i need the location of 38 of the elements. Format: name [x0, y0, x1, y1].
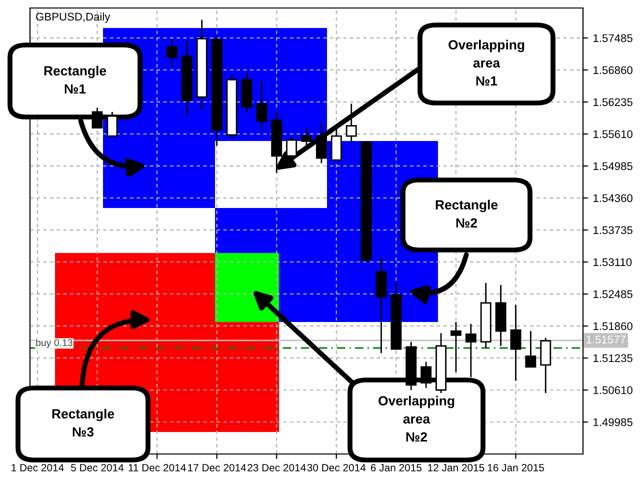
x-tick-label: 16 Jan 2015: [488, 464, 544, 472]
x-tick-label: 23 Dec 2014: [248, 464, 306, 472]
candlestick: [301, 127, 312, 148]
x-tick-label: 1 Dec 2014: [12, 464, 64, 472]
x-tick-label: 12 Jan 2015: [428, 464, 484, 472]
candlestick: [525, 330, 536, 368]
y-tick-label: 1.51860: [594, 322, 632, 330]
y-tick-label: 1.54985: [594, 162, 632, 170]
candlestick: [256, 80, 268, 131]
candlestick: [316, 121, 327, 164]
x-tick-label: 5 Dec 2014: [71, 464, 124, 472]
annotation: Overlapping area №1: [448, 40, 524, 86]
annotation: Rectangle №1: [44, 66, 106, 94]
y-tick-label: 1.53110: [594, 258, 632, 266]
y-tick-label: 1.54360: [594, 194, 632, 202]
y-tick-label: 1.56235: [594, 98, 632, 106]
y-tick-label: 1.57485: [594, 34, 632, 42]
y-tick-label: 1.53735: [594, 226, 632, 234]
candlestick: [510, 304, 522, 382]
annotation: Rectangle №3: [52, 408, 114, 437]
annotation: Rectangle №2: [436, 200, 498, 228]
candlestick: [346, 103, 357, 143]
y-tick-label: 1.52485: [594, 290, 632, 298]
x-tick-label: 17 Dec 2014: [188, 464, 246, 472]
y-tick-label: 1.49985: [594, 418, 632, 426]
x-tick-label: 6 Jan 2015: [370, 464, 422, 472]
y-tick-label: 1.55610: [594, 130, 632, 138]
candlestick: [450, 321, 462, 373]
annotation: Overlapping area №2: [378, 396, 454, 442]
y-tick-label: 1.50610: [594, 386, 632, 394]
chart-title: GBPUSD,Daily: [36, 12, 110, 23]
candlestick: [166, 39, 178, 68]
y-tick-label: 1.56860: [594, 66, 632, 74]
x-tick-label: 11 Dec 2014: [128, 464, 186, 472]
ref-line-label: 1.51577: [586, 336, 626, 344]
y-tick-label: 1.51235: [594, 354, 632, 362]
x-tick-label: 30 Dec 2014: [307, 464, 366, 472]
ref-line-label: buy 0.13: [36, 338, 72, 348]
